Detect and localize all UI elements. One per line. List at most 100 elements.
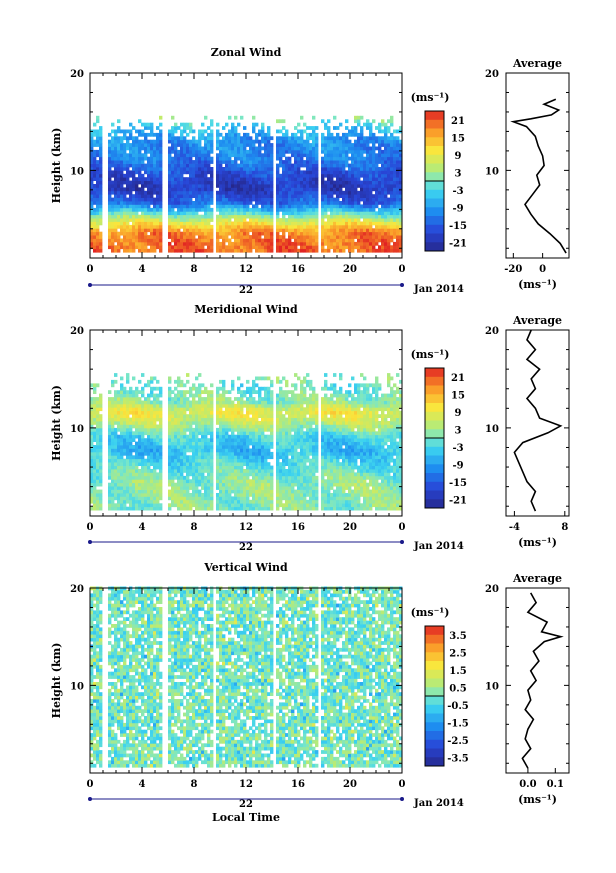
heatmap-cell <box>228 475 232 480</box>
heatmap-cell <box>225 445 229 449</box>
heatmap-cell <box>378 231 382 236</box>
heatmap-cell <box>141 224 145 229</box>
heatmap-cell <box>279 190 283 195</box>
heatmap-cell <box>354 126 358 130</box>
heatmap-cell <box>132 489 136 494</box>
heatmap-cell <box>387 180 391 185</box>
heatmap-cell <box>147 441 151 446</box>
heatmap-cell <box>363 194 367 198</box>
heatmap-cell <box>393 248 397 253</box>
heatmap-cell <box>303 201 307 205</box>
heatmap-cell <box>201 197 205 202</box>
heatmap-cell <box>117 187 121 192</box>
heatmap-cell <box>153 448 157 453</box>
heatmap-cell <box>225 235 229 239</box>
heatmap-cell <box>132 218 136 222</box>
heatmap-cell <box>264 204 268 209</box>
heatmap-cell <box>375 177 379 181</box>
heatmap-cell <box>126 211 130 216</box>
heatmap-cell <box>189 503 193 508</box>
heatmap-cell <box>375 238 379 243</box>
heatmap-cell <box>96 149 100 154</box>
heatmap-cell <box>123 489 127 494</box>
heatmap-cell <box>183 143 187 147</box>
heatmap-cell <box>156 414 160 418</box>
heatmap-cell <box>168 448 172 453</box>
heatmap-cell <box>195 475 199 480</box>
heatmap-cell <box>306 190 310 195</box>
heatmap-cell <box>177 221 181 226</box>
heatmap-cell <box>351 231 355 236</box>
heatmap-cell <box>138 486 142 490</box>
heatmap-cell <box>288 139 292 144</box>
heatmap-cell <box>288 241 292 246</box>
heatmap-cell <box>348 241 352 246</box>
heatmap-cell <box>171 499 175 504</box>
heatmap-cell <box>159 180 163 185</box>
heatmap-cell <box>324 184 328 188</box>
heatmap-cell <box>225 143 229 147</box>
heatmap-cell <box>228 231 232 236</box>
heatmap-cell <box>216 153 220 158</box>
heatmap-cell <box>171 228 175 233</box>
heatmap-cell <box>150 173 154 178</box>
heatmap-cell <box>306 218 310 222</box>
date-bar-cap <box>400 283 404 287</box>
heatmap-cell <box>255 146 259 151</box>
heatmap-cell <box>147 379 151 384</box>
heatmap-cell <box>225 160 229 164</box>
heatmap-cell <box>93 475 97 480</box>
heatmap-cell <box>399 184 403 188</box>
heatmap-cell <box>231 235 235 239</box>
heatmap-cell <box>183 441 187 446</box>
heatmap-cell <box>111 486 115 490</box>
heatmap-cell <box>156 204 160 209</box>
heatmap-cell <box>393 241 397 246</box>
heatmap-cell <box>381 149 385 154</box>
heatmap-cell <box>99 197 103 202</box>
heatmap-cell <box>198 180 202 185</box>
heatmap-cell <box>309 204 313 209</box>
heatmap-cell <box>222 211 226 216</box>
heatmap-cell <box>321 190 325 195</box>
heatmap-cell <box>135 424 139 429</box>
heatmap-cell <box>387 143 391 147</box>
heatmap-cell <box>390 197 394 202</box>
heatmap-cell <box>114 506 118 511</box>
date-bar-cap <box>88 283 92 287</box>
heatmap-cell <box>333 126 337 130</box>
heatmap-cell <box>129 421 133 425</box>
heatmap-cell <box>186 218 190 222</box>
heatmap-cell <box>312 126 316 130</box>
heatmap-cell <box>141 177 145 181</box>
heatmap-cell <box>204 438 208 442</box>
heatmap-cell <box>393 170 397 175</box>
heatmap-cell <box>117 119 121 124</box>
heatmap-cell <box>276 201 280 205</box>
heatmap-cell <box>351 146 355 151</box>
heatmap-cell <box>114 393 118 398</box>
heatmap-cell <box>153 455 157 460</box>
heatmap-cell <box>219 472 223 477</box>
heatmap-cell <box>270 167 274 171</box>
heatmap-cell <box>204 410 208 415</box>
heatmap-cell <box>204 235 208 239</box>
heatmap-cell <box>369 241 373 246</box>
heatmap-cell <box>237 248 241 253</box>
heatmap-cell <box>351 211 355 216</box>
heatmap-cell <box>159 427 163 432</box>
heatmap-cell <box>123 228 127 233</box>
heatmap-cell <box>363 228 367 233</box>
heatmap-cell <box>336 136 340 141</box>
heatmap-cell <box>309 207 313 212</box>
heatmap-cell <box>114 379 118 384</box>
heatmap-cell <box>108 173 112 178</box>
heatmap-cell <box>276 204 280 209</box>
heatmap-cell <box>357 204 361 209</box>
heatmap-cell <box>144 201 148 205</box>
heatmap-cell <box>180 221 184 226</box>
heatmap-cell <box>312 184 316 188</box>
heatmap-cell <box>93 197 97 202</box>
heatmap-cell <box>189 458 193 463</box>
heatmap-cell <box>144 472 148 477</box>
